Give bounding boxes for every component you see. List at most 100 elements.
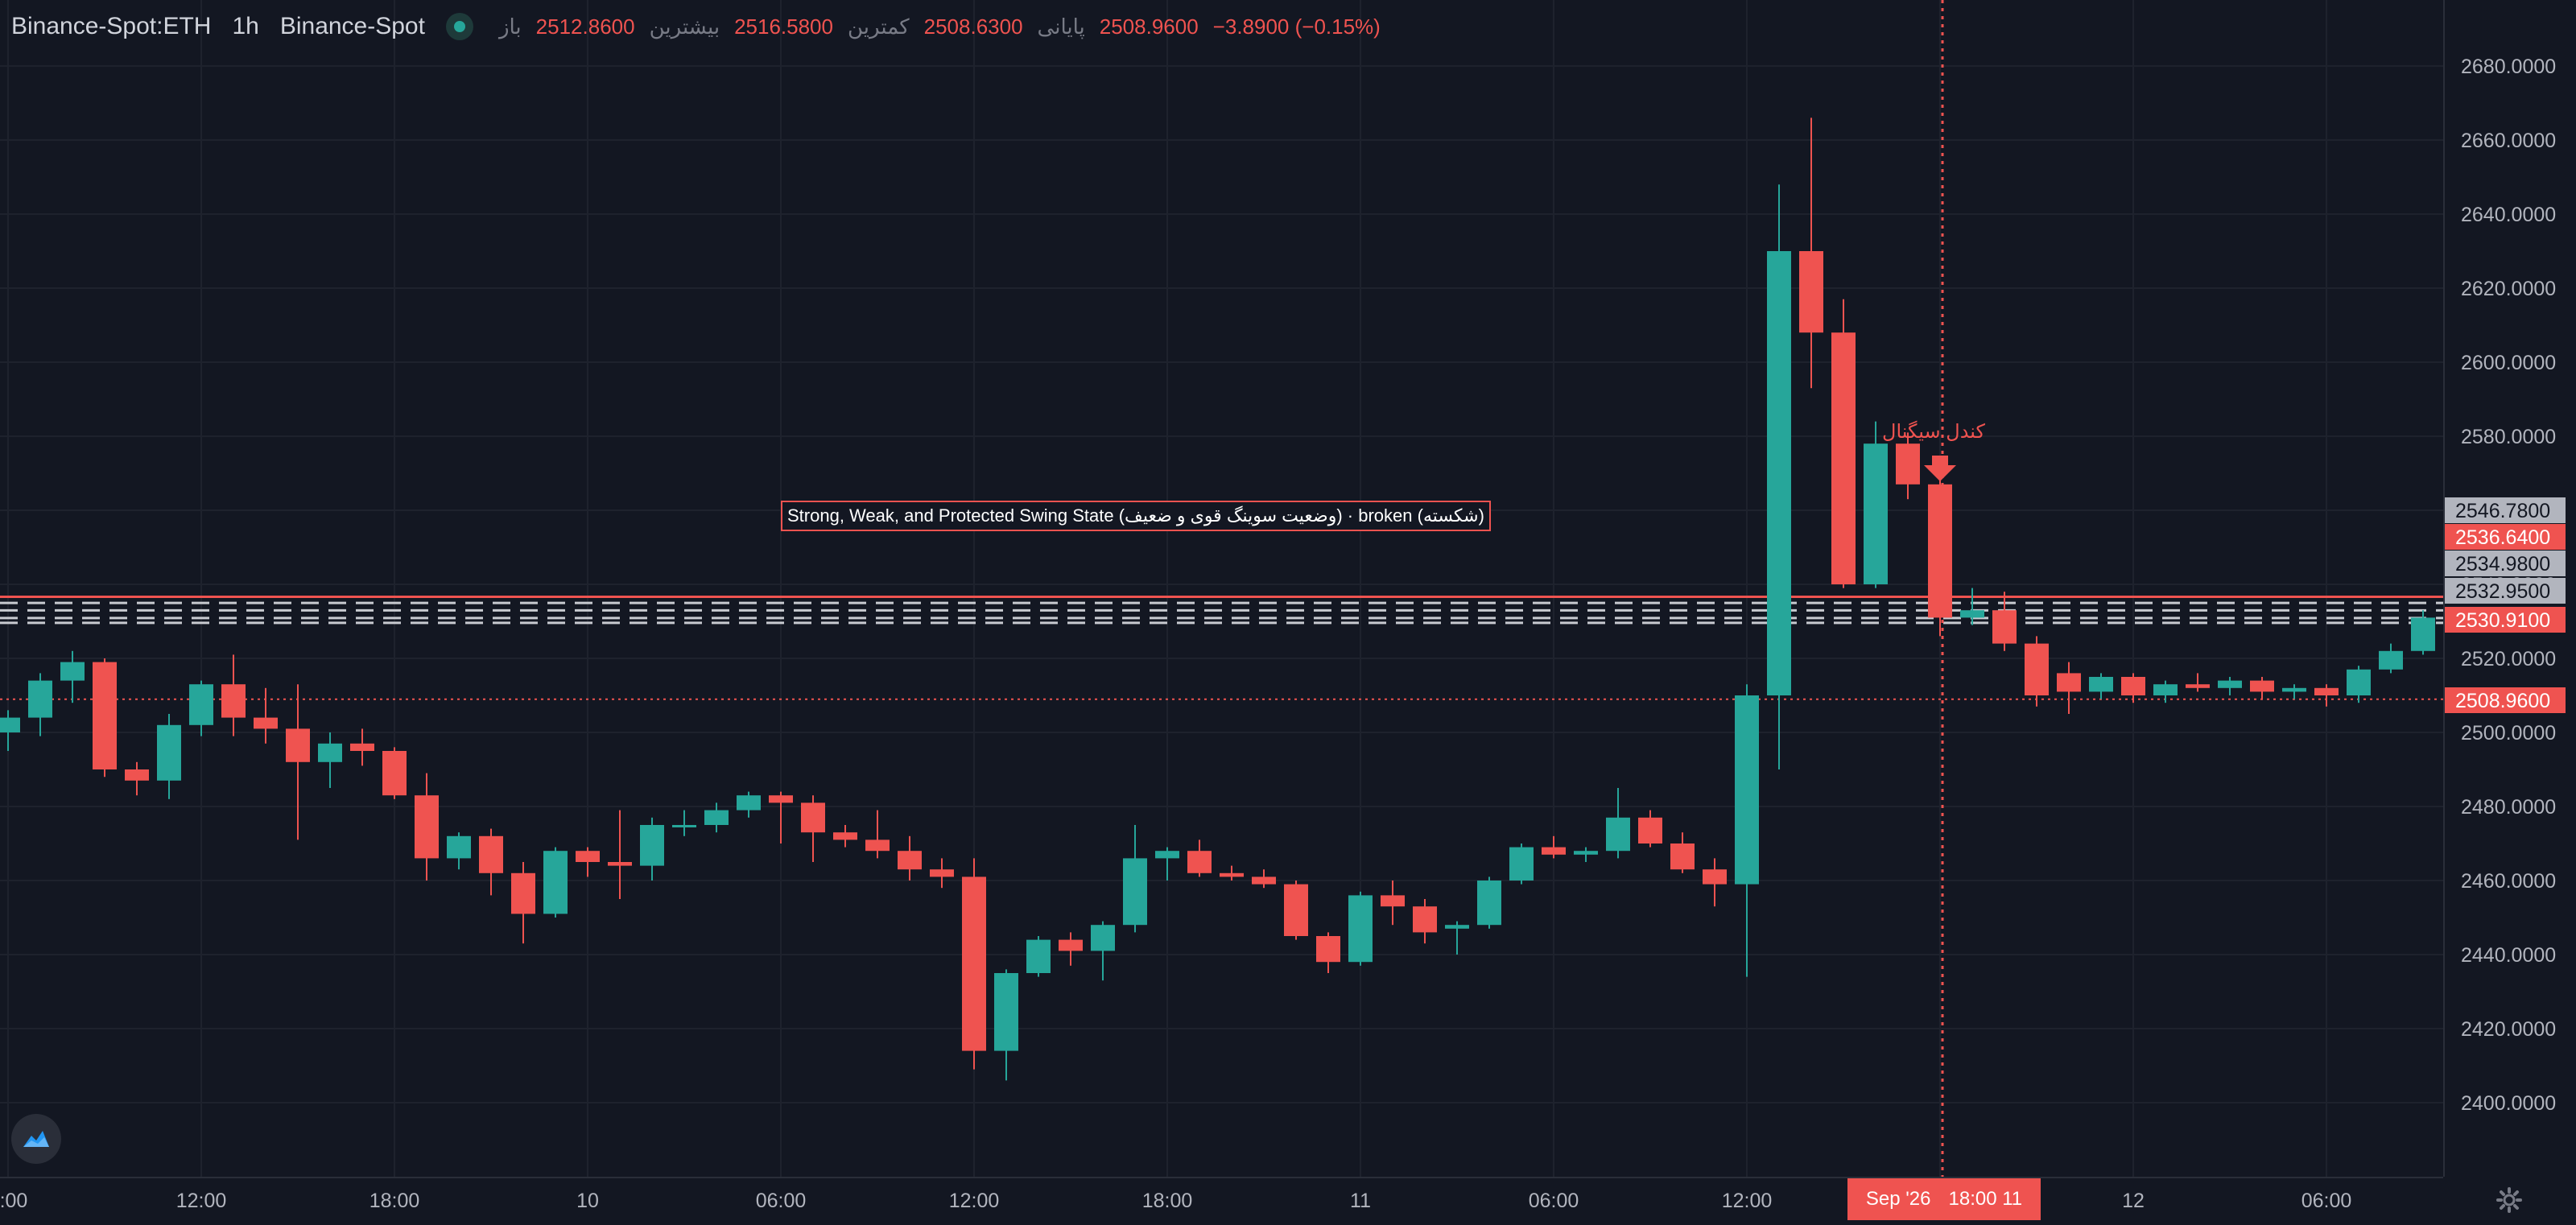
price-tick-label: 2440.0000 <box>2461 944 2556 967</box>
time-tick-label: 10 <box>576 1190 599 1212</box>
candle <box>1735 684 1759 977</box>
price-axis[interactable] <box>2443 0 2576 1177</box>
time-axis-labels: 6:00 12:00 18:00 10 06:00 12:00 18:00 11 06:00 12… <box>0 1190 2351 1212</box>
candle <box>2153 680 2178 703</box>
candle <box>898 835 922 881</box>
candle-body <box>543 851 568 914</box>
candle-body <box>2347 669 2371 695</box>
candle <box>189 680 213 736</box>
candle-body <box>1509 847 1534 881</box>
candle-body <box>2186 684 2210 688</box>
high-label: بیشترین <box>649 14 720 39</box>
candle-body <box>1123 858 1147 926</box>
candle-body <box>382 751 407 796</box>
candle-body <box>1960 610 1984 618</box>
candle <box>221 654 246 736</box>
candle <box>1799 118 1823 389</box>
candle <box>962 858 986 1070</box>
candle-body <box>189 684 213 725</box>
price-axis-labels: 2680.0000 2660.0000 2640.0000 2620.0000 2600… <box>2445 56 2566 1115</box>
candle-body <box>93 662 117 769</box>
price-badge: 2530.9100 <box>2445 607 2566 633</box>
candle-body <box>2089 677 2113 692</box>
candle <box>1542 835 1566 859</box>
candle-body <box>704 810 729 825</box>
candle <box>543 847 568 918</box>
exchange-name: Binance-Spot <box>279 13 425 39</box>
candle <box>479 828 503 896</box>
candle-body <box>1477 881 1501 926</box>
time-tick-label: 12:00 <box>176 1190 227 1212</box>
candle <box>2282 684 2306 699</box>
candle-body <box>286 728 310 762</box>
candle <box>1252 869 1276 889</box>
price-badge: 2534.9800 <box>2445 551 2566 576</box>
candle <box>1670 832 1695 873</box>
candle-body <box>1413 906 1437 933</box>
candle <box>1220 865 1244 881</box>
candle-body <box>1381 895 1405 907</box>
candle-body <box>2218 680 2242 688</box>
settings-gear-icon[interactable] <box>2496 1186 2523 1214</box>
candle <box>865 810 890 859</box>
price-tick-label: 2500.0000 <box>2461 722 2556 744</box>
candle <box>1348 891 1373 966</box>
candle <box>2057 662 2081 714</box>
high-value: 2516.5800 <box>734 14 833 39</box>
open-value: 2512.8600 <box>535 14 635 39</box>
price-badge-bg <box>2445 578 2566 604</box>
candle-body <box>576 851 600 862</box>
candle <box>1896 432 1920 500</box>
price-badge-text: 2546.7800 <box>2455 500 2550 522</box>
time-axis[interactable] <box>0 1177 2443 1225</box>
candle <box>737 791 761 818</box>
candle <box>994 969 1018 1081</box>
candle-body <box>994 973 1018 1051</box>
candle <box>608 810 632 899</box>
candle <box>1831 299 1856 588</box>
candle-body <box>640 825 664 866</box>
price-tick-label: 2480.0000 <box>2461 796 2556 819</box>
price-tick-label: 2600.0000 <box>2461 352 2556 374</box>
change-value: −3.8900 (−0.15%) <box>1212 14 1381 39</box>
candle <box>2186 673 2210 692</box>
candle-body <box>1059 939 1083 951</box>
candle-body <box>318 743 342 762</box>
candle-body <box>1284 884 1308 936</box>
logo-icon[interactable] <box>11 1114 61 1164</box>
candle-body <box>254 717 278 729</box>
close-label: پایانی <box>1037 14 1085 39</box>
interval-label[interactable]: 1h <box>232 13 259 39</box>
candle <box>0 710 20 751</box>
candle <box>2121 673 2145 703</box>
price-tick-label: 2620.0000 <box>2461 278 2556 300</box>
candle <box>769 791 793 843</box>
candle <box>286 684 310 840</box>
candle-body <box>2282 687 2306 692</box>
symbol-name[interactable]: Binance-Spot:ETH <box>11 13 212 39</box>
candle <box>1059 932 1083 966</box>
candle <box>2025 636 2049 707</box>
candle-body <box>930 869 954 877</box>
time-tick-label: 18:00 <box>1142 1190 1193 1212</box>
candle-body <box>2314 687 2339 695</box>
candle-body <box>1735 695 1759 885</box>
price-tick-label: 2460.0000 <box>2461 870 2556 893</box>
candle <box>1574 847 1598 862</box>
candle <box>1381 881 1405 926</box>
candle <box>1928 481 1952 637</box>
candle <box>2379 643 2403 674</box>
candle-body <box>801 802 825 833</box>
candle-body <box>1767 251 1791 695</box>
candle-body <box>2250 680 2274 692</box>
candle-body <box>1670 843 1695 870</box>
grid-lines <box>0 0 2443 1177</box>
candle-body <box>1542 847 1566 855</box>
price-badge: 2536.6400 <box>2445 524 2566 550</box>
candle-body <box>0 717 20 732</box>
time-tick-label: 06:00 <box>756 1190 807 1212</box>
candle-body <box>1316 936 1340 963</box>
status-dot-icon <box>445 13 473 40</box>
gear-shape <box>2496 1187 2522 1213</box>
